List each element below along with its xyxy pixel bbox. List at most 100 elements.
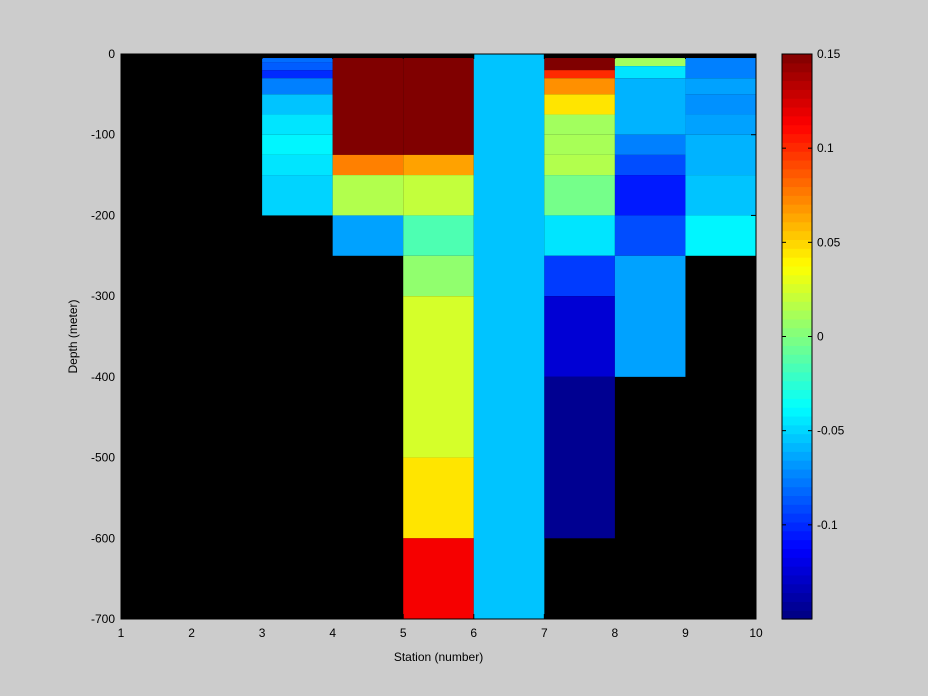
colorbar-step (782, 133, 812, 143)
colorbar-step (782, 486, 812, 497)
heatmap-cell (473, 54, 545, 619)
x-axis-ticks: 1 2 3 4 5 6 7 8 9 10 (118, 54, 763, 640)
colorbar-step (782, 592, 812, 602)
colorbar-step (782, 336, 812, 346)
heatmap-cell (614, 215, 686, 256)
y-tick-label: -600 (91, 531, 115, 545)
colorbar-step (782, 54, 812, 64)
colorbar-step (782, 539, 812, 549)
y-tick-label: -400 (91, 370, 115, 384)
colorbar-step (782, 345, 812, 355)
y-tick-label: -700 (91, 612, 115, 626)
colorbar-tick-label: -0.1 (817, 518, 838, 532)
heatmap-cell (544, 94, 615, 115)
x-axis-label: Station (number) (394, 650, 483, 664)
heatmap-cell (332, 175, 404, 216)
heatmap-cell (403, 58, 474, 155)
colorbar-step (782, 610, 812, 620)
heatmap-cell (544, 154, 615, 176)
colorbar-step (782, 504, 812, 514)
x-tick-label: 1 (118, 626, 125, 640)
heatmap-cell (614, 175, 686, 216)
heatmap-cell (332, 215, 404, 256)
heatmap-cell (614, 58, 686, 67)
heatmap-cell (685, 78, 756, 95)
x-tick-label: 5 (400, 626, 407, 640)
colorbar-step (782, 415, 812, 426)
heatmap-cell (262, 62, 333, 71)
heatmap-cell (403, 175, 474, 216)
colorbar-gradient (782, 54, 812, 620)
colorbar-step (782, 124, 812, 135)
y-tick-label: -500 (91, 451, 115, 465)
colorbar-step (782, 62, 812, 73)
y-axis-ticks: 0 -100 -200 -300 -400 -500 -600 -700 (91, 47, 756, 626)
y-axis-label: Depth (meter) (66, 299, 80, 373)
x-tick-label: 10 (749, 626, 763, 640)
y-tick-label: 0 (108, 47, 115, 61)
colorbar-step (782, 583, 812, 594)
colorbar-step (782, 301, 812, 311)
colorbar-step (782, 177, 812, 188)
heatmap-cell (685, 94, 756, 115)
colorbar-step (782, 468, 812, 479)
heatmap-cell (262, 114, 333, 135)
x-tick-label: 4 (329, 626, 336, 640)
colorbar-step (782, 248, 812, 258)
colorbar-step (782, 310, 812, 320)
colorbar-step (782, 433, 812, 444)
heatmap-cell (403, 215, 474, 256)
colorbar-tick-label: -0.05 (817, 424, 845, 438)
heatmap-cell (544, 215, 615, 256)
colorbar-step (782, 142, 812, 152)
x-tick-label: 2 (188, 626, 195, 640)
colorbar-step (782, 195, 812, 205)
colorbar-step (782, 106, 812, 117)
colorbar-step (782, 601, 812, 611)
colorbar-step (782, 548, 812, 558)
colorbar-step (782, 265, 812, 276)
heatmap-cell (262, 154, 333, 176)
colorbar-step (782, 327, 812, 338)
y-tick-label: -200 (91, 208, 115, 222)
heatmap-cell (544, 134, 615, 155)
colorbar-step (782, 424, 812, 435)
heatmap-cell (544, 78, 615, 95)
colorbar-step (782, 151, 812, 161)
plot-frame (120, 53, 757, 620)
colorbar-step (782, 354, 812, 364)
colorbar-step (782, 80, 812, 90)
heatmap-cell (262, 94, 333, 115)
heatmap-cell (544, 70, 615, 79)
colorbar-step (782, 557, 812, 567)
x-tick-label: 8 (612, 626, 619, 640)
colorbar-step (782, 495, 812, 505)
colorbar-step (782, 513, 812, 523)
colorbar-step (782, 239, 812, 249)
heatmap-cell (262, 78, 333, 95)
x-tick-label: 7 (541, 626, 548, 640)
colorbar-step (782, 186, 812, 196)
heatmap-cells (262, 54, 756, 619)
heatmap-cell (614, 154, 686, 176)
heatmap-plot (120, 53, 757, 620)
heatmap-cell (614, 255, 686, 377)
colorbar-step (782, 230, 812, 240)
y-tick-label: -300 (91, 289, 115, 303)
heatmap-cell (544, 175, 615, 216)
colorbar-step (782, 283, 812, 293)
colorbar-step (782, 98, 812, 108)
heatmap-cell (685, 114, 756, 135)
heatmap-cell (685, 175, 756, 216)
x-tick-label: 6 (470, 626, 477, 640)
heatmap-cell (544, 114, 615, 135)
colorbar-tick-label: 0.15 (817, 47, 841, 61)
colorbar-step (782, 212, 812, 223)
colorbar-step (782, 477, 812, 488)
heatmap-cell (262, 134, 333, 155)
colorbar-ticks: 0.15 0.1 0.05 0 -0.05 -0.1 (782, 47, 845, 532)
heatmap-cell (403, 538, 474, 619)
heatmap-cell (262, 70, 333, 79)
heatmap-cell (544, 296, 615, 377)
